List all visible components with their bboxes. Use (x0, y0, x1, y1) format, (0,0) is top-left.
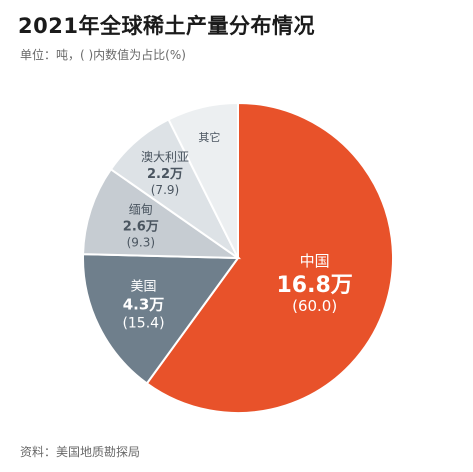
data-source: 资料：美国地质勘探局 (20, 445, 141, 459)
chart-title: 2021年全球稀土产量分布情况 (18, 14, 315, 38)
pie-slice-1-name-label: 中国 (300, 252, 330, 270)
pie-slice-3-value-label: 2.6万 (123, 220, 159, 235)
pie-slice-2-pct-label: (15.4) (122, 316, 164, 332)
pie-slice-2-value-label: 4.3万 (123, 296, 165, 314)
pie-slice-5 (167, 101, 239, 259)
pie-slice-3-pct-label: (9.3) (127, 236, 155, 250)
pie-slice-5-name-label: 其它 (198, 130, 220, 144)
pie-slice-1-pct-label: (60.0) (292, 297, 337, 315)
pie-slices (82, 101, 394, 414)
pie-slice-2-name-label: 美国 (130, 280, 156, 295)
chart-subtitle: 单位：吨，( )内数值为占比(%) (20, 48, 186, 62)
pie-slice-3-name-label: 缅甸 (129, 203, 153, 217)
pie-slice-1-value-label: 16.8万 (277, 273, 353, 298)
pie-slice-1 (145, 101, 394, 414)
pie-slice-4-name-label: 澳大利亚 (141, 150, 189, 164)
pie-slice-2 (82, 253, 240, 385)
pie-slice-3 (82, 167, 242, 260)
pie-slice-4-value-label: 2.2万 (147, 167, 183, 182)
pie-labels: 中国 16.8万(60.0) 美国4.3万 (15.4) 缅甸 2.6万(9.3) 澳大利亚… (122, 130, 352, 332)
pie-slice-4-pct-label: (7.9) (151, 183, 179, 197)
